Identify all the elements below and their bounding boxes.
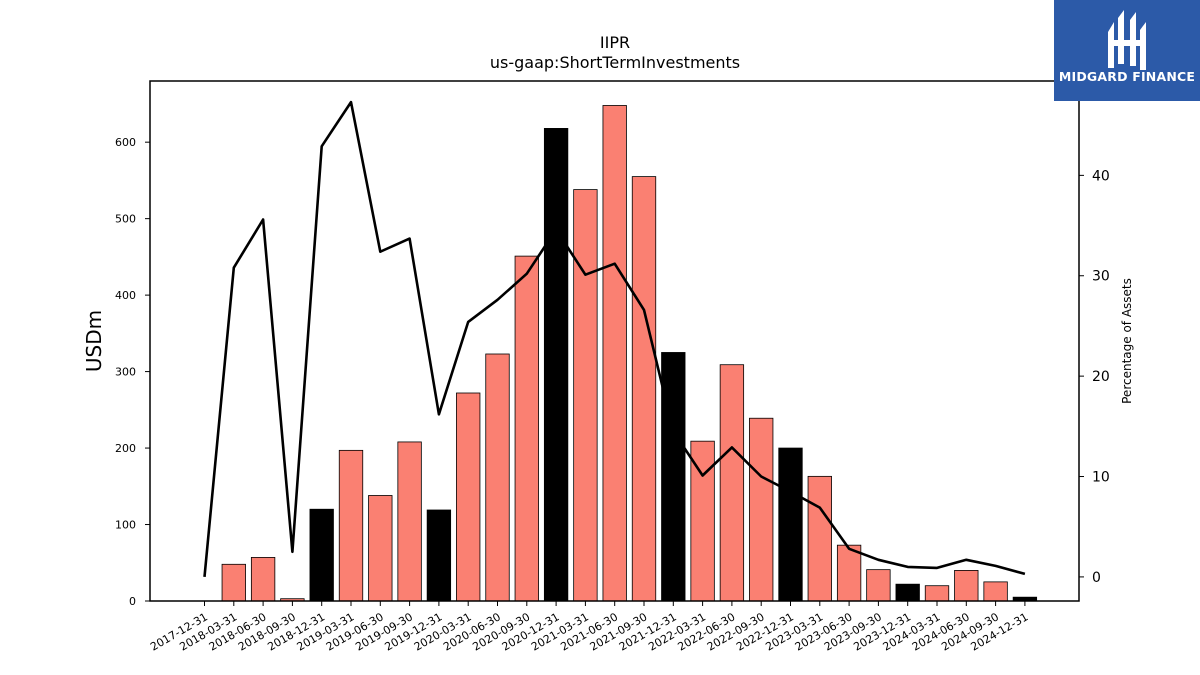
logo-mark-icon	[1108, 10, 1146, 70]
bar-2019-06-30	[368, 495, 393, 602]
left-axis: 0 100 200 300 400 500 600	[115, 136, 150, 608]
right-axis: 0 10 20 30 40	[1079, 168, 1110, 586]
y2-tick-label: 20	[1092, 369, 1110, 385]
y2-tick-label: 0	[1092, 570, 1101, 586]
bar-2020-03-31	[456, 392, 481, 602]
bar-2024-09-30	[983, 581, 1008, 602]
line-series	[203, 100, 1026, 578]
bar-2020-12-31	[543, 128, 569, 602]
bar-2021-09-30	[631, 176, 657, 602]
y-tick-label: 400	[115, 289, 136, 302]
bar-2024-06-30	[954, 570, 979, 602]
bar-series	[221, 105, 1038, 602]
bar-2020-06-30	[485, 353, 510, 602]
bar-2018-12-31	[309, 508, 334, 602]
bar-2021-03-31	[573, 189, 598, 602]
y2-tick-label: 10	[1092, 470, 1110, 486]
y-axis-label: USDm	[82, 310, 106, 372]
y-tick-label: 0	[129, 595, 136, 608]
chart-subtitle: us-gaap:ShortTermInvestments	[490, 53, 740, 72]
y-tick-label: 100	[115, 519, 136, 532]
y2-tick-label: 30	[1092, 269, 1110, 285]
percentage-line	[203, 100, 1026, 578]
y2-axis-label: Percentage of Assets	[1120, 278, 1134, 404]
bar-2022-12-31	[778, 447, 803, 602]
bar-2022-09-30	[749, 417, 774, 602]
y-tick-label: 500	[115, 213, 136, 226]
bar-2019-09-30	[397, 441, 422, 602]
midgard-finance-logo: MIDGARD FINANCE	[1054, 0, 1200, 101]
y-tick-label: 200	[115, 442, 136, 455]
bar-2023-12-31	[895, 583, 920, 602]
logo-text: MIDGARD FINANCE	[1058, 69, 1196, 84]
bar-2021-12-31	[661, 352, 686, 602]
bar-2018-06-30	[250, 557, 276, 602]
bar-2020-09-30	[514, 255, 539, 602]
chart-title: IIPR	[600, 33, 630, 52]
y-tick-label: 300	[115, 366, 136, 379]
bar-2019-03-31	[338, 449, 364, 602]
bar-2019-12-31	[426, 509, 452, 602]
bar-2024-03-31	[924, 585, 950, 602]
x-axis: 2017-12-312018-03-312018-06-302018-09-30…	[148, 601, 1030, 654]
y-tick-label: 600	[115, 136, 136, 149]
y2-tick-label: 40	[1092, 168, 1110, 184]
bar-2018-03-31	[221, 563, 246, 602]
bar-2023-06-30	[836, 544, 862, 602]
bar-2022-06-30	[719, 364, 745, 602]
bar-2023-09-30	[866, 569, 891, 602]
bar-2023-03-31	[807, 475, 832, 602]
bar-2021-06-30	[602, 105, 627, 602]
